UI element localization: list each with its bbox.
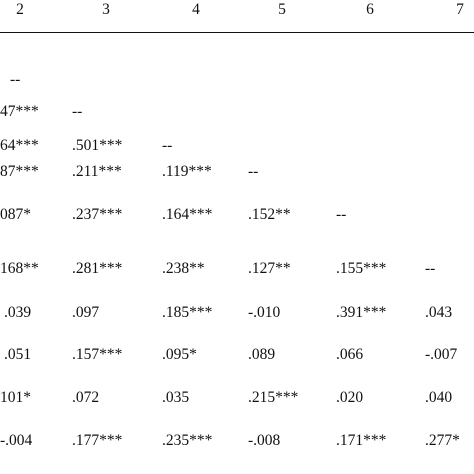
table-cell: -- <box>10 71 21 88</box>
table-cell: -- <box>162 137 173 154</box>
column-header-6: 6 <box>366 1 374 18</box>
table-cell: .157*** <box>72 346 123 363</box>
table-cell: .043 <box>425 304 453 321</box>
table-cell: .089 <box>248 346 276 363</box>
table-cell: .215*** <box>248 389 299 406</box>
column-header-2: 2 <box>16 1 24 18</box>
column-header-7: 7 <box>456 1 464 18</box>
table-cell: 47*** <box>0 103 39 120</box>
table-cell: .238** <box>162 260 205 277</box>
table-cell: .235*** <box>162 432 213 449</box>
table-cell: -.010 <box>248 304 281 321</box>
table-cell: .039 <box>4 304 32 321</box>
table-cell: -.007 <box>425 346 458 363</box>
table-cell: -.004 <box>0 432 33 449</box>
table-cell: .127** <box>248 260 291 277</box>
table-cell: .277* <box>425 432 460 449</box>
table-cell: 64*** <box>0 137 39 154</box>
table-cell: .391*** <box>336 304 387 321</box>
column-header-3: 3 <box>102 1 110 18</box>
table-cell: -- <box>72 103 83 120</box>
table-cell: -- <box>425 260 436 277</box>
table-cell: .501*** <box>72 137 123 154</box>
column-header-5: 5 <box>278 1 286 18</box>
table-cell: .237*** <box>72 206 123 223</box>
table-cell: -- <box>248 163 259 180</box>
table-cell: .119*** <box>162 163 212 180</box>
table-cell: .066 <box>336 346 364 363</box>
table-cell: .020 <box>336 389 364 406</box>
header-rule <box>0 32 474 33</box>
table-cell: 168** <box>0 260 39 277</box>
table-cell: 101* <box>0 389 31 406</box>
table-cell: .097 <box>72 304 100 321</box>
table-cell: .171*** <box>336 432 387 449</box>
table-cell: -.008 <box>248 432 281 449</box>
table-cell: .281*** <box>72 260 123 277</box>
column-header-4: 4 <box>192 1 200 18</box>
table-cell: .051 <box>4 346 32 363</box>
table-cell: .211*** <box>72 163 122 180</box>
table-cell: 087* <box>0 206 31 223</box>
table-cell: .185*** <box>162 304 213 321</box>
table-cell: .177*** <box>72 432 123 449</box>
table-cell: -- <box>336 206 347 223</box>
table-cell: 87*** <box>0 163 39 180</box>
table-cell: .035 <box>162 389 190 406</box>
table-cell: .164*** <box>162 206 213 223</box>
table-cell: .040 <box>425 389 453 406</box>
table-cell: .095* <box>162 346 197 363</box>
table-cell: .072 <box>72 389 100 406</box>
table-cell: .152** <box>248 206 291 223</box>
table-cell: .155*** <box>336 260 387 277</box>
